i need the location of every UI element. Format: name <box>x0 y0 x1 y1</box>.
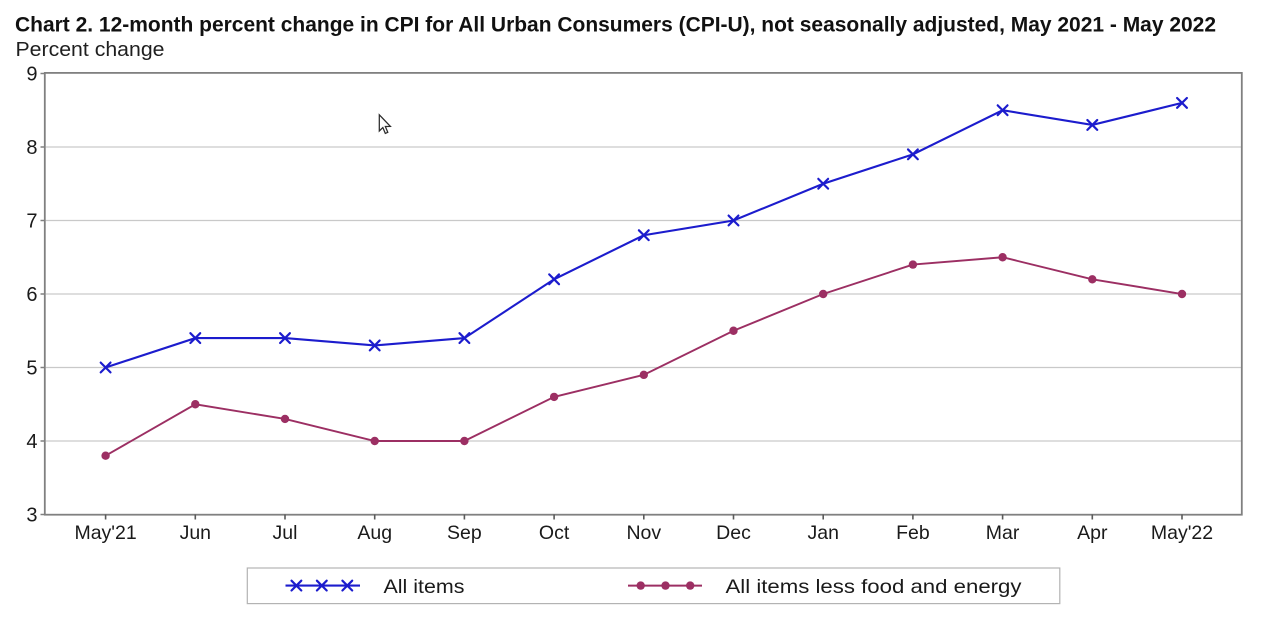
svg-text:Sep: Sep <box>447 522 482 544</box>
svg-text:4: 4 <box>26 431 37 453</box>
svg-text:Mar: Mar <box>986 522 1020 544</box>
svg-text:Aug: Aug <box>357 522 392 544</box>
svg-text:7: 7 <box>26 211 37 233</box>
svg-text:3: 3 <box>26 505 37 527</box>
svg-text:Apr: Apr <box>1077 522 1108 544</box>
svg-text:May'21: May'21 <box>74 522 136 544</box>
svg-text:Dec: Dec <box>716 522 751 544</box>
svg-text:Jul: Jul <box>273 522 298 544</box>
svg-text:Feb: Feb <box>896 522 930 544</box>
svg-text:Jun: Jun <box>180 522 211 544</box>
svg-text:Oct: Oct <box>539 522 570 544</box>
svg-text:9: 9 <box>26 64 37 86</box>
svg-text:All items: All items <box>384 576 465 598</box>
svg-text:Nov: Nov <box>626 522 661 544</box>
svg-text:Chart 2. 12-month percent chan: Chart 2. 12-month percent change in CPI … <box>15 14 1216 37</box>
svg-text:Percent change: Percent change <box>16 39 165 61</box>
svg-text:All items less food and energy: All items less food and energy <box>726 576 1022 598</box>
svg-text:6: 6 <box>26 284 37 306</box>
svg-text:8: 8 <box>26 137 37 159</box>
svg-text:Jan: Jan <box>807 522 838 544</box>
svg-text:5: 5 <box>26 358 37 380</box>
svg-text:May'22: May'22 <box>1151 522 1213 544</box>
